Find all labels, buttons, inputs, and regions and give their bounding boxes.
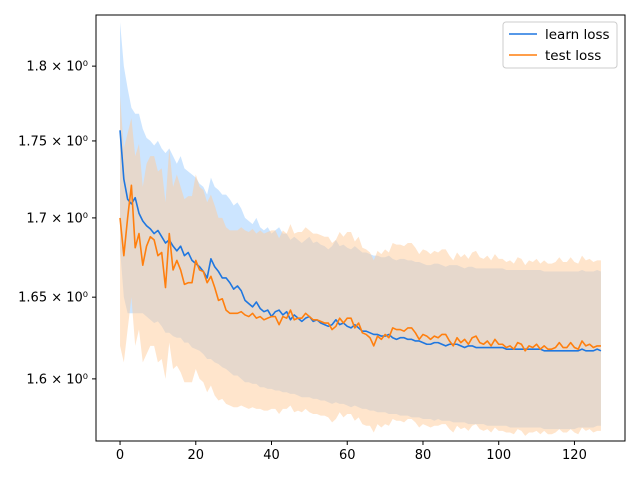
x-tick-label: 60: [339, 448, 356, 463]
y-tick-label: 1.7 × 10⁰: [26, 211, 88, 226]
legend: learn loss test loss: [502, 21, 618, 69]
test-loss-line: [119, 184, 601, 352]
x-axis: 0 20 40 60 80 100 120: [116, 441, 587, 463]
series-lines: [119, 130, 602, 352]
x-tick-label: 120: [562, 448, 587, 463]
x-tick-label: 20: [188, 448, 205, 463]
confidence-bands: [120, 22, 601, 436]
x-tick-label: 40: [263, 448, 280, 463]
x-tick-label: 100: [486, 448, 511, 463]
y-tick-label: 1.65 × 10⁰: [18, 291, 88, 306]
y-tick-label: 1.6 × 10⁰: [26, 372, 88, 387]
test-loss-band: [120, 95, 601, 436]
y-tick-label: 1.8 × 10⁰: [26, 60, 88, 75]
axes-frame: [95, 14, 626, 442]
y-axis: 1.6 × 10⁰ 1.65 × 10⁰ 1.7 × 10⁰ 1.75 × 10⁰ 1.…: [18, 60, 96, 387]
x-tick-label: 80: [415, 448, 432, 463]
learn-loss-legend-label: learn loss: [545, 27, 610, 43]
x-tick-label: 0: [116, 448, 124, 463]
test-loss-legend-label: test loss: [545, 48, 601, 64]
y-tick-label: 1.75 × 10⁰: [18, 134, 88, 149]
